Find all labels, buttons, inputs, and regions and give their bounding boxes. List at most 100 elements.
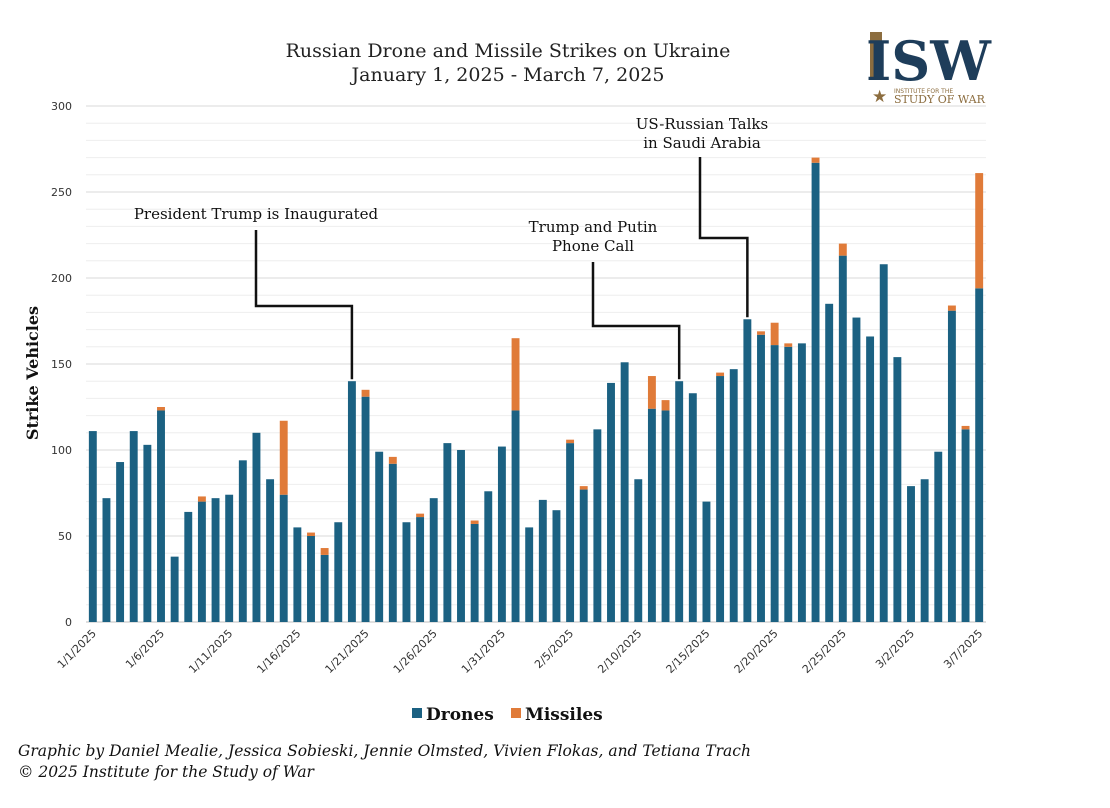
bar-drones xyxy=(511,410,520,622)
bar-drones xyxy=(607,382,615,622)
x-tick-label: 2/15/2025 xyxy=(663,627,712,676)
annotation-label: Phone Call xyxy=(552,237,634,255)
bar-missiles xyxy=(307,532,315,536)
bar-missiles xyxy=(566,439,575,444)
bar-missiles xyxy=(320,548,329,555)
bar-drones xyxy=(947,310,956,622)
bar-drones xyxy=(197,501,206,622)
bar-drones xyxy=(647,408,656,622)
bar-missiles xyxy=(197,496,206,502)
bar-missiles xyxy=(811,157,820,163)
bar-drones xyxy=(975,288,984,622)
bar-drones xyxy=(497,446,506,622)
bar-missiles xyxy=(470,520,479,524)
legend-label-drones: Drones xyxy=(426,705,494,725)
bar-missiles xyxy=(947,305,956,311)
bar-drones xyxy=(129,431,138,622)
bar-drones xyxy=(852,317,861,622)
bar-drones xyxy=(811,162,820,622)
bar-missiles xyxy=(757,331,765,335)
bar-missiles xyxy=(661,400,670,411)
annotation-label: in Saudi Arabia xyxy=(643,134,761,152)
x-tick-label: 1/11/2025 xyxy=(186,627,235,676)
bar-missiles xyxy=(361,389,370,397)
bars xyxy=(88,157,984,622)
credit-line: Graphic by Daniel Mealie, Jessica Sobies… xyxy=(18,742,751,760)
isw-logo: ISW ★ INSTITUTE FOR THE STUDY OF WAR xyxy=(866,30,992,106)
bar-drones xyxy=(320,554,329,622)
bar-drones xyxy=(211,498,220,622)
bar-missiles xyxy=(838,243,847,256)
x-tick-label: 1/26/2025 xyxy=(391,627,440,676)
bar-drones xyxy=(525,527,534,622)
x-axis: 1/1/2025 1/6/2025 1/11/2025 1/16/2025 1/21/2… xyxy=(55,627,985,676)
bar-drones xyxy=(729,369,738,622)
logo-line2: STUDY OF WAR xyxy=(894,93,986,106)
logo-line1: INSTITUTE FOR THE xyxy=(894,88,953,95)
bar-missiles xyxy=(975,173,984,289)
bar-drones xyxy=(484,491,493,622)
copyright-line: © 2025 Institute for the Study of War xyxy=(18,763,314,781)
chart-subtitle: January 1, 2025 - March 7, 2025 xyxy=(350,64,665,86)
bar-missiles xyxy=(716,372,725,377)
x-tick-label: 1/21/2025 xyxy=(323,627,372,676)
bar-drones xyxy=(361,396,370,622)
bar-drones xyxy=(402,522,411,622)
y-tick-label: 200 xyxy=(51,272,72,285)
x-tick-label: 2/25/2025 xyxy=(800,627,849,676)
logo-bar xyxy=(870,32,882,80)
x-tick-label: 1/6/2025 xyxy=(123,627,167,671)
bar-drones xyxy=(920,479,929,622)
chart-title: Russian Drone and Missile Strikes on Ukr… xyxy=(286,40,731,62)
bar-drones xyxy=(88,431,97,622)
legend-label-missiles: Missiles xyxy=(525,705,603,725)
bar-drones xyxy=(307,536,315,622)
bar-drones xyxy=(907,486,915,622)
bar-drones xyxy=(538,499,547,622)
y-tick-label: 0 xyxy=(65,616,72,629)
y-axis: 0 50 100 150 200 250 300 xyxy=(51,100,72,629)
bar-missiles xyxy=(416,513,425,518)
bar-drones xyxy=(797,343,806,622)
bar-drones xyxy=(566,443,575,622)
bar-drones xyxy=(157,410,165,622)
bar-drones xyxy=(116,462,125,622)
annotation-leader-line xyxy=(698,157,749,318)
bar-drones xyxy=(279,494,288,622)
legend: Drones Missiles xyxy=(412,705,603,725)
bar-drones xyxy=(879,264,888,622)
bar-drones xyxy=(347,381,356,622)
bar-drones xyxy=(743,319,752,622)
bar-missiles xyxy=(647,376,656,409)
bar-drones xyxy=(716,376,725,622)
bar-missiles xyxy=(157,407,165,411)
y-tick-label: 150 xyxy=(51,358,72,371)
annotation-leader-line xyxy=(254,230,354,380)
bar-drones xyxy=(184,511,193,622)
bar-drones xyxy=(170,556,179,622)
bar-drones xyxy=(470,523,479,622)
bar-missiles xyxy=(961,425,970,430)
logo-star-icon: ★ xyxy=(872,87,887,106)
bar-drones xyxy=(675,381,684,622)
bar-drones xyxy=(429,498,438,622)
bar-drones xyxy=(225,494,234,622)
bar-missiles xyxy=(770,322,779,346)
bar-drones xyxy=(620,362,629,622)
bar-drones xyxy=(579,489,588,622)
bar-drones xyxy=(143,444,152,622)
x-tick-label: 2/5/2025 xyxy=(532,627,576,671)
bar-drones xyxy=(661,410,670,622)
annotations: President Trump is Inaugurated Trump and … xyxy=(134,115,768,380)
annotation-label: US-Russian Talks xyxy=(636,115,768,133)
bar-drones xyxy=(770,345,779,622)
y-tick-label: 100 xyxy=(51,444,72,457)
annotation-leader-line xyxy=(591,262,681,380)
x-tick-label: 2/10/2025 xyxy=(595,627,644,676)
bar-drones xyxy=(552,510,561,622)
annotation-label: President Trump is Inaugurated xyxy=(134,205,379,223)
y-axis-label: Strike Vehicles xyxy=(23,306,42,440)
bar-missiles xyxy=(511,338,520,411)
bar-drones xyxy=(934,451,943,622)
bar-drones xyxy=(416,517,425,622)
